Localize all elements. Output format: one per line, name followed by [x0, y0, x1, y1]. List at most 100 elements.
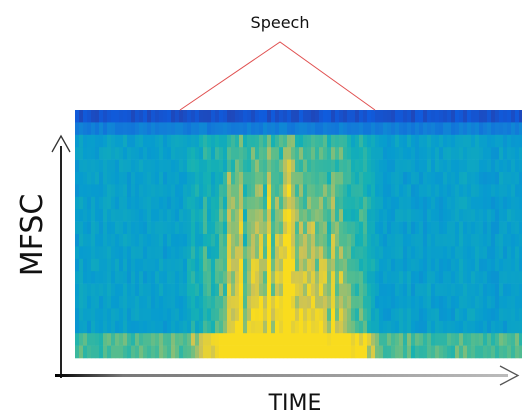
- spectrogram-cell: [183, 333, 188, 346]
- spectrogram-cell: [327, 122, 332, 136]
- spectrogram-cell: [215, 296, 220, 309]
- spectrogram-cell: [407, 271, 412, 284]
- spectrogram-cell: [107, 246, 112, 260]
- spectrogram-cell: [171, 308, 176, 322]
- spectrogram-cell: [391, 333, 396, 346]
- spectrogram-cell: [443, 258, 448, 272]
- spectrogram-cell: [75, 147, 80, 160]
- spectrogram-cell: [91, 258, 96, 272]
- spectrogram-cell: [107, 209, 112, 222]
- spectrogram-cell: [311, 308, 316, 322]
- spectrogram-cell: [227, 196, 232, 210]
- spectrogram-cell: [347, 110, 352, 123]
- spectrogram-cell: [87, 271, 92, 284]
- spectrogram-cell: [423, 345, 428, 359]
- spectrogram-cell: [455, 320, 460, 334]
- spectrogram-cell: [175, 172, 180, 185]
- spectrogram-cell: [371, 147, 376, 160]
- spectrogram-cell: [295, 184, 300, 198]
- spectrogram-cell: [107, 345, 112, 359]
- spectrogram-cell: [251, 134, 256, 148]
- spectrogram-cell: [323, 345, 328, 359]
- spectrogram-cell: [135, 271, 140, 284]
- spectrogram-cell: [107, 196, 112, 210]
- spectrogram-cell: [403, 209, 408, 222]
- spectrogram-cell: [355, 221, 360, 235]
- spectrogram-cell: [375, 258, 380, 272]
- spectrogram-cell: [363, 308, 368, 322]
- spectrogram-cell: [263, 258, 268, 272]
- spectrogram-cell: [75, 209, 80, 222]
- spectrogram-cell: [95, 110, 100, 123]
- spectrogram-cell: [395, 308, 400, 322]
- spectrogram-cell: [343, 147, 348, 160]
- spectrogram-cell: [247, 345, 252, 359]
- spectrogram-cell: [255, 345, 260, 359]
- spectrogram-cell: [427, 184, 432, 198]
- spectrogram-cell: [163, 271, 168, 284]
- spectrogram-cell: [431, 283, 436, 297]
- spectrogram-cell: [215, 147, 220, 160]
- spectrogram-cell: [139, 122, 144, 136]
- spectrogram-cell: [203, 246, 208, 260]
- spectrogram-cell: [151, 234, 156, 247]
- spectrogram-cell: [383, 110, 388, 123]
- spectrogram-cell: [395, 221, 400, 235]
- spectrogram-cell: [151, 296, 156, 309]
- spectrogram-cell: [371, 172, 376, 185]
- spectrogram-cell: [183, 221, 188, 235]
- spectrogram-cell: [359, 283, 364, 297]
- spectrogram-cell: [275, 172, 280, 185]
- spectrogram-cell: [271, 110, 276, 123]
- spectrogram-cell: [131, 110, 136, 123]
- spectrogram-cell: [311, 320, 316, 334]
- spectrogram-cell: [91, 308, 96, 322]
- spectrogram-cell: [119, 283, 124, 297]
- spectrogram-cell: [187, 110, 192, 123]
- spectrogram-cell: [191, 209, 196, 222]
- spectrogram-cell: [327, 172, 332, 185]
- spectrogram-cell: [335, 184, 340, 198]
- spectrogram-cell: [115, 283, 120, 297]
- spectrogram-cell: [139, 184, 144, 198]
- spectrogram-cell: [143, 308, 148, 322]
- spectrogram-cell: [127, 296, 132, 309]
- spectrogram-cell: [339, 110, 344, 123]
- spectrogram-cell: [423, 333, 428, 346]
- spectrogram-cell: [351, 333, 356, 346]
- spectrogram-cell: [359, 246, 364, 260]
- spectrogram-cell: [263, 122, 268, 136]
- spectrogram-cell: [183, 308, 188, 322]
- spectrogram-cell: [235, 110, 240, 123]
- spectrogram-cell: [171, 196, 176, 210]
- spectrogram-cell: [251, 283, 256, 297]
- spectrogram-cell: [83, 258, 88, 272]
- spectrogram-cell: [387, 110, 392, 123]
- spectrogram-cell: [263, 283, 268, 297]
- spectrogram-cell: [155, 184, 160, 198]
- spectrogram-cell: [491, 134, 496, 148]
- spectrogram-cell: [83, 234, 88, 247]
- spectrogram-cell: [111, 283, 116, 297]
- spectrogram-cell: [447, 172, 452, 185]
- spectrogram-cell: [195, 172, 200, 185]
- spectrogram-cell: [443, 296, 448, 309]
- spectrogram-cell: [175, 333, 180, 346]
- spectrogram-cell: [135, 159, 140, 173]
- spectrogram-cell: [87, 283, 92, 297]
- spectrogram-cell: [367, 196, 372, 210]
- spectrogram-cell: [399, 122, 404, 136]
- spectrogram-cell: [199, 172, 204, 185]
- spectrogram-cell: [355, 110, 360, 123]
- spectrogram-cell: [203, 134, 208, 148]
- spectrogram-cell: [439, 333, 444, 346]
- spectrogram-cell: [151, 184, 156, 198]
- spectrogram-cell: [235, 221, 240, 235]
- spectrogram-cell: [103, 184, 108, 198]
- spectrogram-cell: [227, 184, 232, 198]
- spectrogram-cell: [455, 134, 460, 148]
- spectrogram-cell: [143, 234, 148, 247]
- spectrogram-cell: [235, 209, 240, 222]
- spectrogram-cell: [287, 333, 292, 346]
